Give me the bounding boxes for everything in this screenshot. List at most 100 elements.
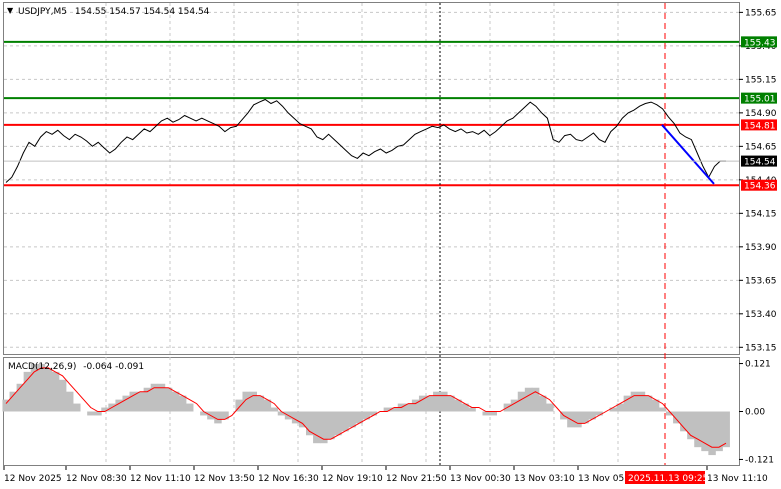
macd-histogram-bar: [404, 403, 413, 412]
chart-menu-arrow-icon[interactable]: ▼: [7, 6, 14, 15]
macd-histogram-bar: [136, 391, 145, 412]
macd-histogram-bar: [270, 407, 279, 412]
macd-histogram-bar: [9, 391, 17, 412]
macd-histogram-bar: [263, 399, 272, 412]
macd-histogram-bar: [411, 399, 420, 412]
macd-histogram-bar: [630, 391, 639, 412]
macd-tick-label: 0.00: [745, 408, 765, 418]
macd-histogram-bar: [616, 403, 625, 412]
price-tick-label: 155.15: [745, 75, 777, 85]
price-tick-label: 154.90: [745, 109, 777, 119]
macd-histogram-bar: [150, 383, 159, 412]
macd-histogram-bar: [348, 411, 356, 428]
level-price-tag: [741, 92, 777, 104]
macd-histogram-bar: [164, 387, 173, 412]
macd-histogram-bar: [2, 399, 10, 412]
macd-histogram-bar: [489, 411, 497, 416]
macd-histogram-bar: [355, 411, 363, 424]
trend-line[interactable]: [661, 124, 715, 185]
macd-histogram-bar: [637, 391, 646, 412]
macd-histogram-bar: [595, 411, 603, 416]
macd-histogram-bar: [66, 391, 74, 412]
time-tick-label: 13 Nov 00:30: [450, 474, 511, 484]
macd-histogram-bar: [186, 403, 194, 412]
symbol-name: USDJPY,M5: [18, 7, 67, 17]
price-tick-label: 153.40: [745, 310, 777, 320]
macd-histogram-bar: [37, 363, 46, 412]
price-tick-label: 154.15: [745, 209, 777, 219]
macd-histogram-bar: [341, 411, 349, 432]
macd-histogram-bar: [644, 395, 653, 412]
level-price-tag: [741, 179, 777, 191]
macd-histogram-bar: [200, 411, 208, 416]
horizontal-levels[interactable]: [4, 40, 739, 187]
macd-histogram-bar: [221, 411, 229, 420]
macd-histogram-bar: [680, 411, 688, 432]
level-price-label: 155.01: [744, 95, 776, 105]
ohlc-values: 154.55 154.57 154.54 154.54: [75, 7, 210, 17]
macd-histogram-bar: [30, 363, 39, 412]
macd-histogram-bar: [694, 411, 702, 448]
macd-histogram-bar: [122, 395, 130, 412]
time-tick-label: 12 Nov 2025: [4, 474, 62, 484]
macd-histogram-bar: [461, 403, 469, 412]
macd-histogram-bar: [390, 407, 399, 412]
macd-histogram-bar: [94, 411, 102, 416]
macd-tick-label: -0.121: [745, 455, 774, 465]
macd-signal-line: [5, 367, 727, 448]
macd-histogram-bar: [101, 407, 109, 412]
macd-histogram-bar: [531, 387, 540, 412]
macd-histogram-bar: [115, 399, 123, 412]
macd-histogram-bar: [651, 399, 660, 412]
macd-histogram-bar: [298, 411, 307, 428]
macd-histogram-bar: [277, 411, 286, 416]
level-price-tag: [741, 119, 777, 131]
macd-tick-label: 0.121: [745, 360, 771, 370]
time-tick-label: 13 Nov 03:10: [514, 474, 575, 484]
level-price-label: 155.43: [744, 38, 776, 48]
price-tick-label: 153.65: [745, 276, 777, 286]
macd-histogram-bar: [687, 411, 695, 440]
time-tick-label: 12 Nov 13:50: [194, 474, 255, 484]
price-tick-label: 154.65: [745, 142, 777, 152]
macd-values: -0.064 -0.091: [83, 362, 144, 372]
macd-histogram-bar: [334, 411, 342, 436]
price-tick-label: 153.90: [745, 243, 777, 253]
time-marker-label: 2025.11.13 09:25: [628, 474, 708, 484]
macd-histogram-bar: [320, 411, 328, 444]
macd-name: MACD(12,26,9): [8, 362, 76, 372]
macd-histogram-bar: [609, 407, 617, 412]
macd-histogram-bar: [666, 411, 674, 416]
macd-histogram-bar: [440, 391, 448, 412]
macd-histogram-bar: [87, 411, 95, 416]
macd-indicator: [2, 363, 730, 456]
price-series: [5, 98, 726, 183]
macd-histogram-bar: [433, 391, 441, 412]
macd-histogram-bar: [58, 379, 67, 412]
level-price-tags: 155.43 155.01 154.81 154.36: [741, 36, 777, 192]
macd-histogram-bar: [23, 371, 32, 412]
macd-histogram-bar: [291, 411, 300, 424]
trend-line-segment: [661, 124, 715, 185]
macd-histogram-bar: [658, 407, 667, 412]
macd-histogram-bar: [362, 411, 370, 420]
price-tick-label: 153.15: [745, 343, 777, 353]
time-tick-label: 12 Nov 16:30: [258, 474, 319, 484]
macd-histogram-bar: [73, 403, 81, 412]
macd-histogram-bar: [256, 395, 265, 412]
symbol-title: USDJPY,M5 154.55 154.57 154.54 154.54: [18, 7, 210, 17]
macd-histogram-bar: [673, 411, 681, 424]
macd-histogram-bar: [313, 411, 321, 444]
macd-histogram-bar: [708, 411, 716, 456]
macd-histogram-bar: [249, 391, 257, 412]
time-axis: 12 Nov 2025 12 Nov 08:30 12 Nov 11:10 12 No…: [3, 466, 768, 484]
macd-histogram-bar: [16, 383, 25, 412]
time-tick-label: 13 Nov 05:: [578, 474, 627, 484]
macd-histogram-bar: [574, 411, 582, 428]
macd-histogram-bar: [44, 367, 53, 412]
macd-axis: 0.121 0.00 -0.121: [739, 360, 774, 465]
level-price-tag: [741, 36, 777, 48]
macd-histogram-bar: [369, 411, 377, 416]
macd-title: MACD(12,26,9) -0.064 -0.091: [8, 362, 144, 372]
